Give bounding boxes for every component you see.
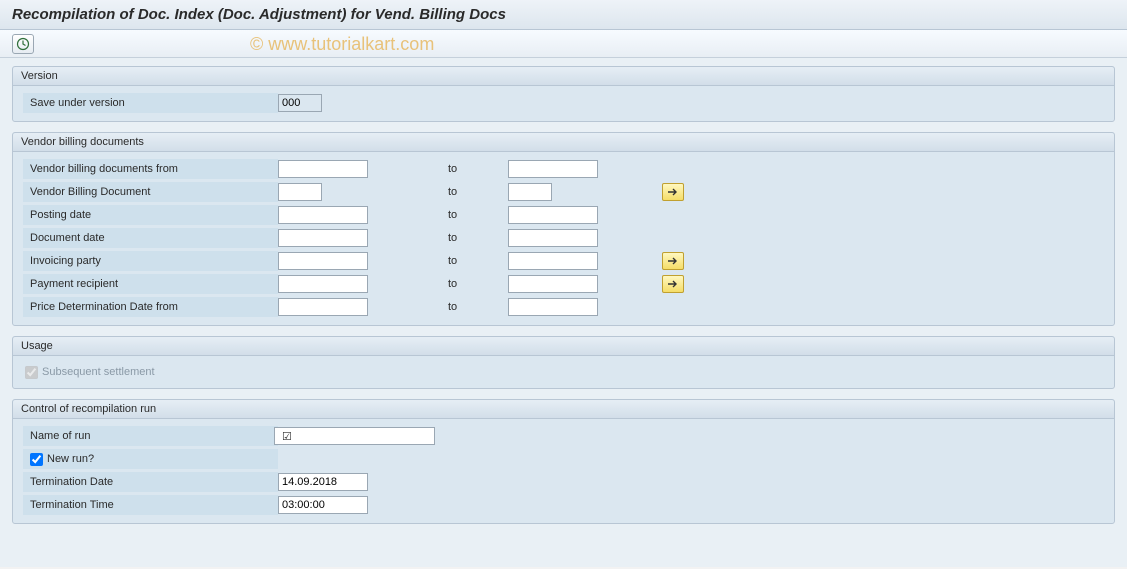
- vendor-row-label: Posting date: [23, 205, 278, 225]
- arrow-right-icon: [667, 279, 679, 289]
- vendor-from-input[interactable]: [278, 183, 322, 201]
- group-vendor-docs: Vendor billing documents Vendor billing …: [12, 132, 1115, 326]
- vendor-row: Posting date to: [23, 204, 1104, 226]
- vendor-to-input[interactable]: [508, 298, 598, 316]
- vendor-to-input[interactable]: [508, 252, 598, 270]
- to-label: to: [408, 255, 508, 267]
- vendor-row-label: Invoicing party: [23, 251, 278, 271]
- vendor-from-input[interactable]: [278, 160, 368, 178]
- arrow-right-icon: [667, 256, 679, 266]
- new-run-label: New run?: [47, 453, 94, 465]
- name-of-run-input[interactable]: [274, 427, 435, 445]
- multi-cell: [638, 252, 698, 270]
- required-icon: ☑: [282, 430, 292, 443]
- vendor-from-input[interactable]: [278, 275, 368, 293]
- page-title: Recompilation of Doc. Index (Doc. Adjust…: [12, 6, 506, 23]
- multi-cell: [638, 275, 698, 293]
- termination-date-label: Termination Date: [23, 472, 278, 492]
- toolbar: © www.tutorialkart.com: [0, 30, 1127, 58]
- vendor-row: Document date to: [23, 227, 1104, 249]
- group-version-title: Version: [13, 67, 1114, 86]
- vendor-row-label: Vendor Billing Document: [23, 182, 278, 202]
- arrow-right-icon: [667, 187, 679, 197]
- to-label: to: [408, 301, 508, 313]
- title-bar: Recompilation of Doc. Index (Doc. Adjust…: [0, 0, 1127, 30]
- vendor-row: Vendor Billing Document to: [23, 181, 1104, 203]
- subsequent-settlement-label: Subsequent settlement: [42, 366, 155, 378]
- vendor-row: Invoicing party to: [23, 250, 1104, 272]
- termination-date-input[interactable]: [278, 473, 368, 491]
- content-area: Version Save under version Vendor billin…: [0, 58, 1127, 567]
- subsequent-settlement-checkbox: [25, 366, 38, 379]
- vendor-row: Price Determination Date from to: [23, 296, 1104, 318]
- multi-cell: [638, 183, 698, 201]
- group-version: Version Save under version: [12, 66, 1115, 122]
- vendor-from-input[interactable]: [278, 206, 368, 224]
- vendor-from-input[interactable]: [278, 229, 368, 247]
- clock-execute-icon: [16, 37, 30, 51]
- to-label: to: [408, 209, 508, 221]
- group-usage-title: Usage: [13, 337, 1114, 356]
- group-vendor-docs-title: Vendor billing documents: [13, 133, 1114, 152]
- vendor-row-label: Payment recipient: [23, 274, 278, 294]
- vendor-from-input[interactable]: [278, 252, 368, 270]
- new-run-cell: New run?: [23, 449, 278, 469]
- vendor-row: Vendor billing documents from to: [23, 158, 1104, 180]
- termination-time-label: Termination Time: [23, 495, 278, 515]
- vendor-to-input[interactable]: [508, 160, 598, 178]
- vendor-to-input[interactable]: [508, 183, 552, 201]
- vendor-row-label: Price Determination Date from: [23, 297, 278, 317]
- save-under-version-label: Save under version: [23, 93, 278, 113]
- watermark: © www.tutorialkart.com: [250, 34, 434, 55]
- termination-time-input[interactable]: [278, 496, 368, 514]
- multiple-selection-button[interactable]: [662, 252, 684, 270]
- vendor-row-label: Vendor billing documents from: [23, 159, 278, 179]
- new-run-checkbox[interactable]: [30, 453, 43, 466]
- group-control-title: Control of recompilation run: [13, 400, 1114, 419]
- save-under-version-input[interactable]: [278, 94, 322, 112]
- vendor-from-input[interactable]: [278, 298, 368, 316]
- group-usage: Usage Subsequent settlement: [12, 336, 1115, 389]
- name-of-run-label: Name of run: [23, 426, 278, 446]
- vendor-to-input[interactable]: [508, 229, 598, 247]
- multiple-selection-button[interactable]: [662, 183, 684, 201]
- execute-button[interactable]: [12, 34, 34, 54]
- multiple-selection-button[interactable]: [662, 275, 684, 293]
- vendor-to-input[interactable]: [508, 275, 598, 293]
- vendor-row: Payment recipient to: [23, 273, 1104, 295]
- vendor-to-input[interactable]: [508, 206, 598, 224]
- group-control: Control of recompilation run Name of run…: [12, 399, 1115, 524]
- vendor-row-label: Document date: [23, 228, 278, 248]
- to-label: to: [408, 278, 508, 290]
- to-label: to: [408, 186, 508, 198]
- to-label: to: [408, 163, 508, 175]
- to-label: to: [408, 232, 508, 244]
